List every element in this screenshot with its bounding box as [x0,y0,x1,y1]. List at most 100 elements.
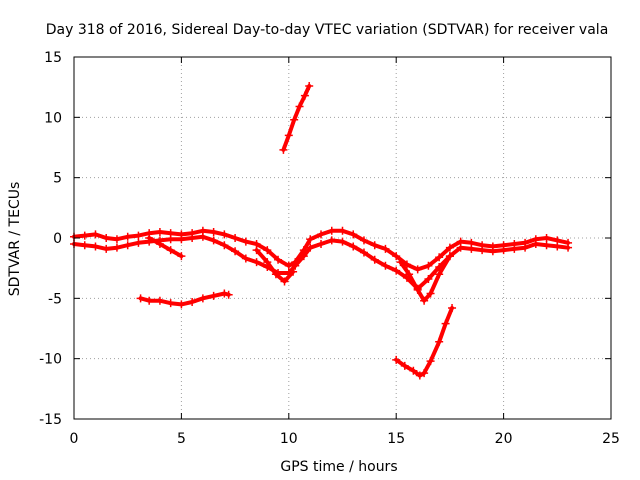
data-point [177,235,186,244]
data-point [435,337,444,346]
data-point [435,270,444,279]
data-point [177,252,186,261]
data-point [123,232,132,241]
data-point [499,246,508,255]
data-point [510,244,519,253]
data-point [317,230,326,239]
data-point [435,253,444,262]
data-point [263,246,272,255]
series-segment-afternoon-low [136,289,233,309]
data-point [112,235,121,244]
data-point [413,265,422,274]
data-point [231,234,240,242]
data-point [305,81,314,90]
y-tick-label: 5 [53,171,62,187]
data-point [467,244,476,253]
data-point [290,115,299,124]
data-point [327,226,336,235]
data-point [359,236,368,245]
data-point [209,291,218,300]
data-point [299,252,308,261]
data-point [271,270,280,279]
data-point [424,261,433,270]
data-point [392,355,401,364]
data-point [370,255,379,264]
data-point [134,231,143,240]
data-point [426,357,435,366]
data-point [220,230,229,239]
data-point [381,244,390,253]
x-tick-label: 15 [387,431,405,447]
data-point [521,243,530,252]
data-point [420,296,429,305]
data-point [155,240,164,249]
x-tick-label: 20 [495,431,513,447]
data-point [349,242,358,251]
data-point [241,254,250,263]
data-point [405,270,414,279]
data-point [177,300,186,309]
data-point [123,241,132,250]
data-point [413,285,422,294]
y-axis-label: SDTVAR / TECUs [7,182,23,297]
x-tick-label: 10 [280,431,298,447]
data-point [166,246,175,255]
data-point [448,303,457,312]
data-point [370,241,379,250]
data-point [295,102,304,111]
x-tick-label: 5 [177,431,186,447]
x-tick-label: 0 [70,431,79,447]
data-point [220,289,229,298]
axis-ticks: 0 5 10 15 20 25 -15 -10 -5 0 5 10 15 [39,50,620,447]
data-point [280,277,289,286]
data-point [209,227,218,236]
data-point [231,247,240,256]
series-branch-descending [145,234,186,261]
data-point [166,299,175,308]
data-point [564,243,573,252]
data-point [224,290,233,299]
data-point [291,261,300,270]
series-band-main-lower [70,232,573,293]
data-point [542,241,551,250]
data-point [80,231,89,240]
data-point [91,230,100,239]
data-point [102,244,111,253]
data-point [327,236,336,245]
series-band-main-upper [70,226,573,274]
data-point [456,243,465,252]
data-point [424,275,433,284]
x-axis-label: GPS time / hours [280,459,397,475]
data-point [188,297,197,306]
y-tick-label: 10 [44,110,62,126]
data-point [252,258,261,267]
data-point [198,294,207,303]
data-point [542,234,551,242]
data-point [284,131,293,140]
data-point [478,246,487,255]
data-point [289,267,298,276]
data-point [300,91,309,100]
series-branch-9to10 [252,246,298,286]
series-trace [147,236,184,259]
data-point [338,226,347,235]
data-point [252,246,261,255]
data-point [531,240,540,249]
data-point [441,319,450,328]
data-point [306,235,315,244]
data-point [209,236,218,245]
y-tick-label: -5 [48,291,62,307]
data-point [553,242,562,251]
data-point [349,230,358,239]
y-tick-label: -10 [39,352,62,368]
data-point [392,266,401,275]
data-point [415,371,424,380]
data-point [400,361,409,370]
data-point [166,235,175,244]
series-segment-rising-spike [279,81,314,154]
data-point [420,369,429,378]
data-point [445,252,454,261]
data-point [409,366,418,375]
